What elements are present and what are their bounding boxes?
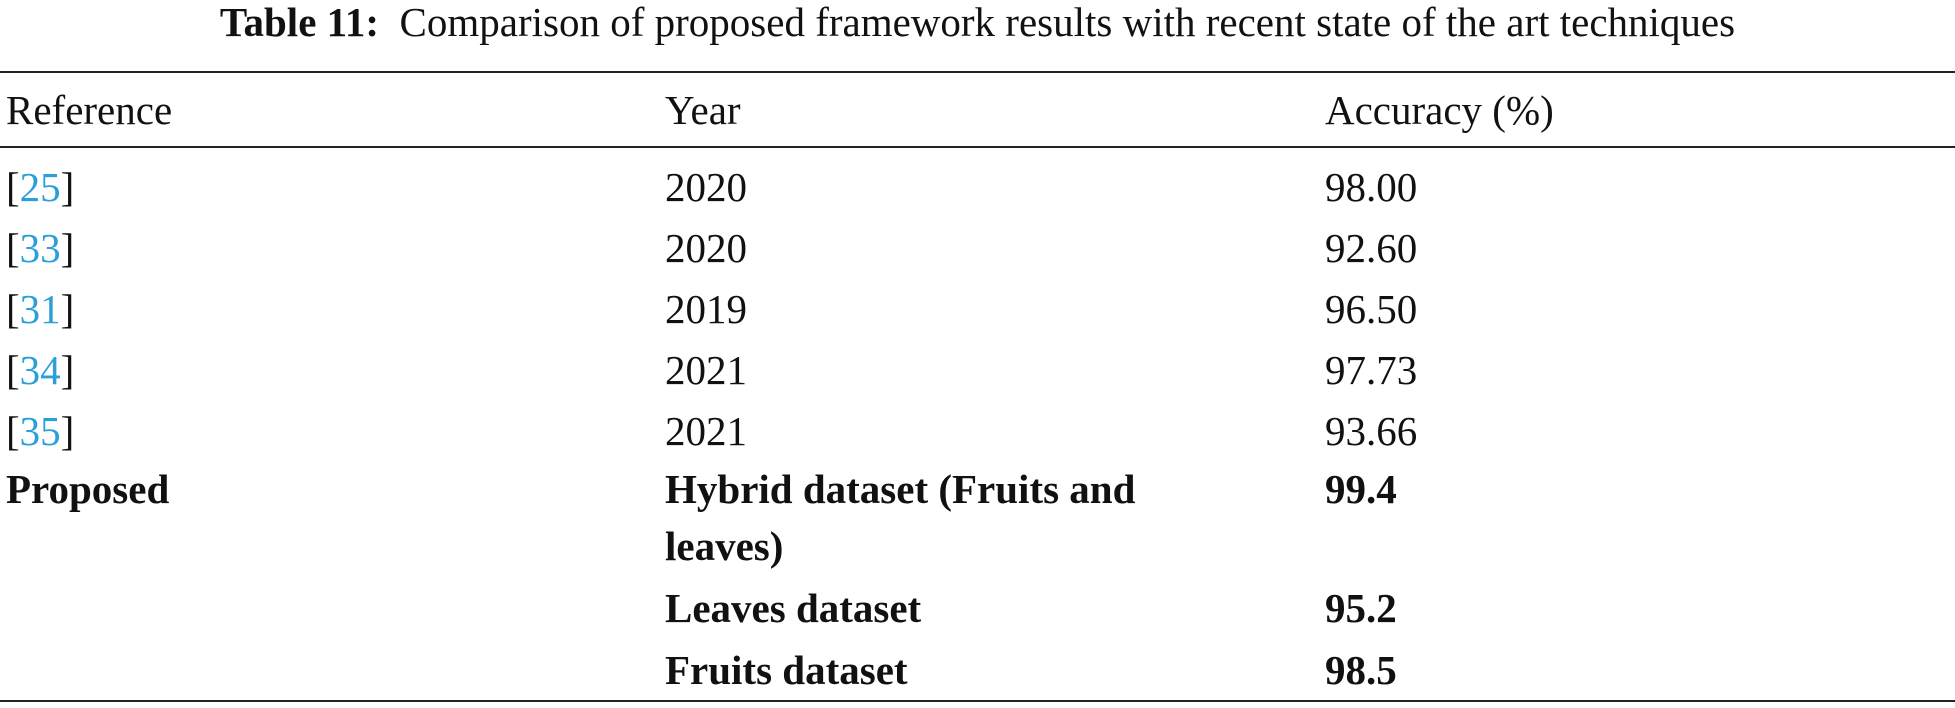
accuracy-cell: 98.5 [1325,647,1397,693]
header-rule [0,146,1955,148]
year-cell: 2019 [665,286,747,332]
year-cell: 2021 [665,347,747,393]
accuracy-cell: 96.50 [1325,286,1418,332]
bracket: ] [60,225,75,271]
citation-link[interactable]: 33 [19,225,61,271]
bracket: ] [60,286,75,332]
caption-text: Comparison of proposed framework results… [399,0,1736,45]
bracket: [ [6,286,20,332]
accuracy-cell: 93.66 [1325,408,1418,454]
bracket: [ [6,164,20,210]
header-cell: Accuracy (%) [1325,87,1554,133]
citation-link[interactable]: 31 [19,286,61,332]
table-caption: Table 11: Comparison of proposed framewo… [0,0,1955,51]
bracket: ] [60,408,75,454]
caption-label: Table 11: [219,0,380,45]
citation-link[interactable]: 25 [19,164,61,210]
bracket: [ [6,225,20,271]
bracket: ] [60,164,75,210]
accuracy-cell: 95.2 [1325,585,1397,631]
header-cell: Year [665,87,741,133]
dataset-cell: Fruits dataset [665,647,908,693]
year-cell: 2021 [665,408,747,454]
reference-cell: [25] [6,159,74,216]
reference-cell: [35] [6,403,74,460]
dataset-cell: Leaves dataset [665,585,922,631]
citation-link[interactable]: 34 [19,347,61,393]
bracket: [ [6,347,20,393]
citation-link[interactable]: 35 [19,408,61,454]
bottom-rule [0,700,1955,702]
bracket: [ [6,408,20,454]
accuracy-cell: 92.60 [1325,225,1418,271]
proposed-label: Proposed [6,466,170,512]
reference-cell: [31] [6,281,74,338]
year-cell: 2020 [665,225,747,271]
accuracy-cell: 97.73 [1325,347,1418,393]
accuracy-cell: 98.00 [1325,164,1418,210]
header-cell: Reference [6,87,173,133]
accuracy-cell: 99.4 [1325,466,1397,512]
top-rule [0,71,1955,73]
year-cell: 2020 [665,164,747,210]
reference-cell: [34] [6,342,74,399]
dataset-cell: Hybrid dataset (Fruits and leaves) [665,466,1136,569]
reference-cell: [33] [6,220,74,277]
bracket: ] [60,347,75,393]
